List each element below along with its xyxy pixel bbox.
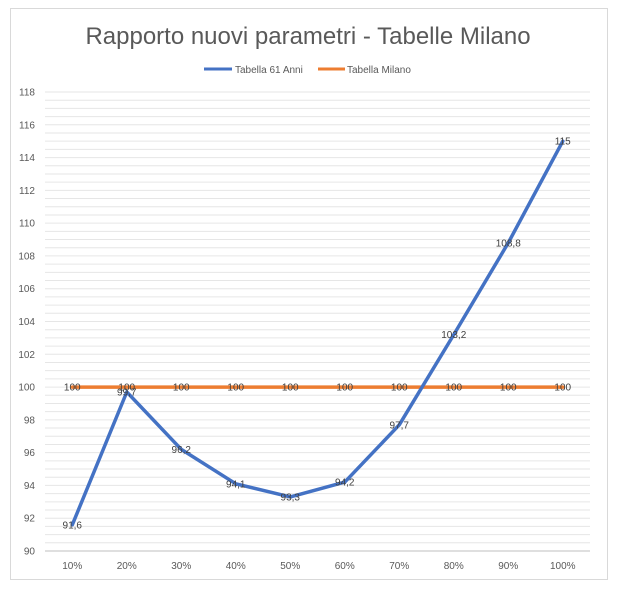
x-tick-label: 20% (117, 561, 137, 572)
chart-title: Rapporto nuovi parametri - Tabelle Milan… (85, 23, 530, 50)
gridlines (45, 91, 590, 552)
y-tick-label: 102 (18, 350, 35, 361)
y-tick-label: 110 (19, 219, 35, 230)
y-tick-label: 106 (18, 284, 35, 295)
data-label: 96,2 (172, 445, 192, 456)
chart-frame (10, 8, 608, 580)
data-label: 100 (64, 383, 81, 394)
y-tick-label: 108 (18, 251, 35, 262)
series (70, 139, 565, 527)
x-tick-label: 30% (171, 561, 191, 572)
data-label: 100 (391, 383, 408, 394)
data-label: 100 (500, 383, 517, 394)
data-label: 91,6 (63, 520, 83, 531)
x-axis: 10% 20% 30% 40% 50% 60% 70% 80% 90% 100% (62, 561, 575, 572)
data-label: 94,2 (335, 478, 355, 489)
x-tick-label: 10% (62, 561, 82, 572)
data-labels: 91,6 99,7 96,2 94,1 93,3 94,2 97,7 103,2 108,8 11… (63, 137, 572, 532)
y-tick-label: 112 (19, 186, 35, 197)
x-tick-label: 60% (335, 561, 355, 572)
data-label: 99,7 (117, 387, 137, 398)
x-tick-label: 80% (444, 561, 464, 572)
y-axis: 90 92 94 96 98 100 102 104 106 108 110 112 114 116 118 (18, 88, 35, 558)
data-label: 100 (336, 383, 353, 394)
x-tick-label: 50% (280, 561, 300, 572)
data-label: 100 (173, 383, 190, 394)
y-tick-label: 92 (24, 514, 36, 525)
data-label: 108,8 (496, 238, 521, 249)
data-label: 93,3 (281, 492, 301, 503)
data-label: 100 (118, 383, 135, 394)
y-tick-label: 118 (19, 88, 35, 99)
data-label: 97,7 (390, 420, 410, 431)
legend-label-tabella-milano: Tabella Milano (347, 65, 411, 76)
data-label: 103,2 (441, 330, 466, 341)
y-tick-label: 100 (18, 383, 35, 394)
x-tick-label: 100% (550, 561, 576, 572)
data-label: 115 (555, 137, 571, 148)
data-label: 100 (445, 383, 462, 394)
data-label: 100 (554, 383, 571, 394)
data-label: 100 (282, 383, 299, 394)
x-tick-label: 70% (389, 561, 409, 572)
legend-label-tabella-61-anni: Tabella 61 Anni (235, 65, 303, 76)
data-label: 100 (227, 383, 244, 394)
y-tick-label: 104 (18, 317, 35, 328)
legend: Tabella 61 Anni Tabella Milano (204, 65, 411, 76)
y-tick-label: 114 (19, 153, 35, 164)
y-tick-label: 94 (24, 481, 36, 492)
series-line-tabella-61-anni (70, 139, 565, 527)
y-tick-label: 98 (24, 415, 36, 426)
data-label: 94,1 (226, 479, 246, 490)
x-tick-label: 90% (498, 561, 518, 572)
y-tick-label: 116 (19, 120, 35, 131)
x-tick-label: 40% (226, 561, 246, 572)
y-tick-label: 90 (24, 547, 36, 558)
y-tick-label: 96 (24, 448, 36, 459)
